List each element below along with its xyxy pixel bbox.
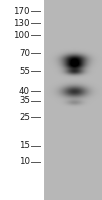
Text: 40: 40 <box>19 86 30 96</box>
Text: 35: 35 <box>19 96 30 105</box>
Text: 130: 130 <box>13 19 30 27</box>
Text: 100: 100 <box>13 30 30 40</box>
Text: 170: 170 <box>13 6 30 16</box>
Text: 70: 70 <box>19 48 30 58</box>
Bar <box>0 0 44 200</box>
Text: 15: 15 <box>19 142 30 150</box>
Text: 55: 55 <box>19 66 30 75</box>
Text: 25: 25 <box>19 112 30 121</box>
Text: 10: 10 <box>19 158 30 166</box>
